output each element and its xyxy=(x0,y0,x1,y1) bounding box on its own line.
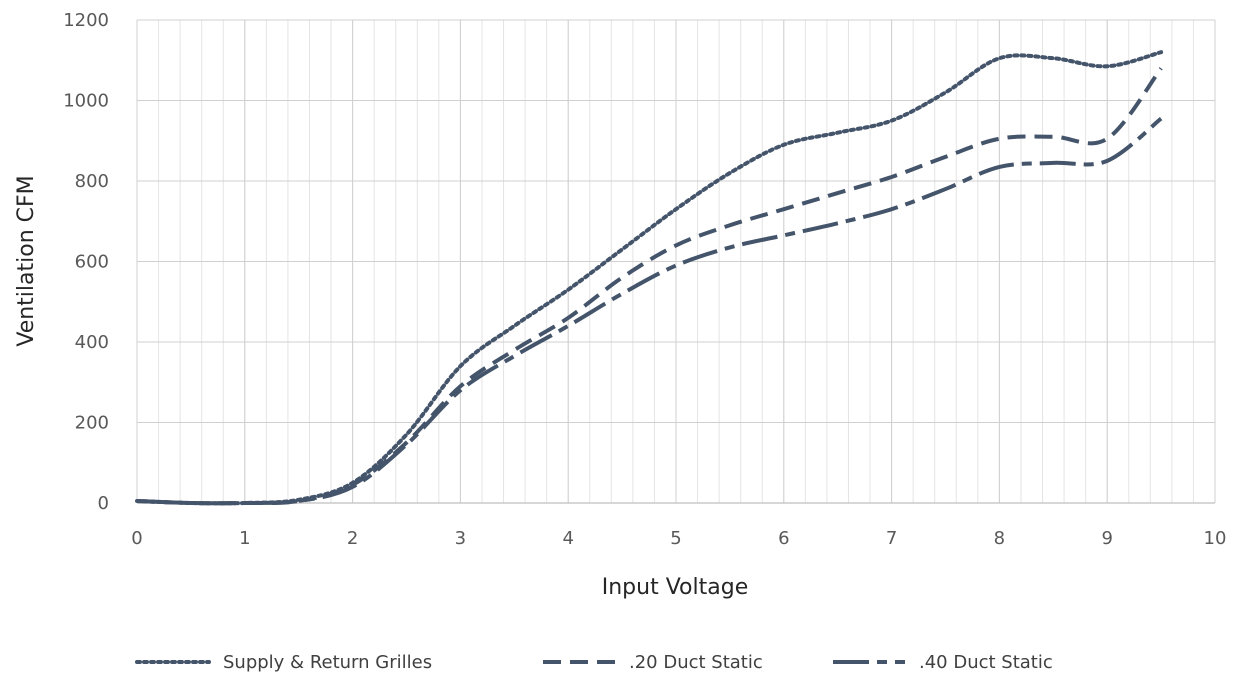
y-tick-label: 200 xyxy=(75,413,109,434)
y-tick-label: 0 xyxy=(98,493,109,514)
series-lines xyxy=(135,50,1164,506)
x-tick-label: 9 xyxy=(1101,528,1112,549)
y-tick-label: 400 xyxy=(75,332,109,353)
y-tick-label: 1200 xyxy=(63,10,109,31)
x-tick-label: 0 xyxy=(131,528,142,549)
x-tick-label: 4 xyxy=(562,528,573,549)
x-tick-label: 5 xyxy=(670,528,681,549)
x-tick-label: 3 xyxy=(455,528,466,549)
legend-label: .40 Duct Static xyxy=(919,652,1053,673)
y-tick-label: 800 xyxy=(75,171,109,192)
x-axis-ticks: 0 1 2 3 4 5 6 7 8 9 10 xyxy=(131,528,1226,549)
grid xyxy=(136,19,1216,504)
y-tick-label: 600 xyxy=(75,252,109,273)
legend-label: Supply & Return Grilles xyxy=(223,652,432,673)
x-axis-title: Input Voltage xyxy=(602,575,748,600)
x-tick-label: 10 xyxy=(1204,528,1227,549)
x-tick-label: 2 xyxy=(347,528,358,549)
series-line-2 xyxy=(136,67,1163,506)
legend-label: .20 Duct Static xyxy=(629,652,763,673)
y-axis-title: Ventilation CFM xyxy=(14,175,39,346)
x-tick-label: 8 xyxy=(994,528,1005,549)
y-axis-ticks: 0 200 400 600 800 1000 1200 xyxy=(63,10,109,514)
x-tick-label: 1 xyxy=(239,528,250,549)
legend: Supply & Return Grilles .20 Duct Static .4… xyxy=(135,652,1053,673)
x-tick-label: 7 xyxy=(886,528,897,549)
y-tick-label: 1000 xyxy=(63,91,109,112)
series-line-3 xyxy=(136,117,1163,506)
x-tick-label: 6 xyxy=(778,528,789,549)
